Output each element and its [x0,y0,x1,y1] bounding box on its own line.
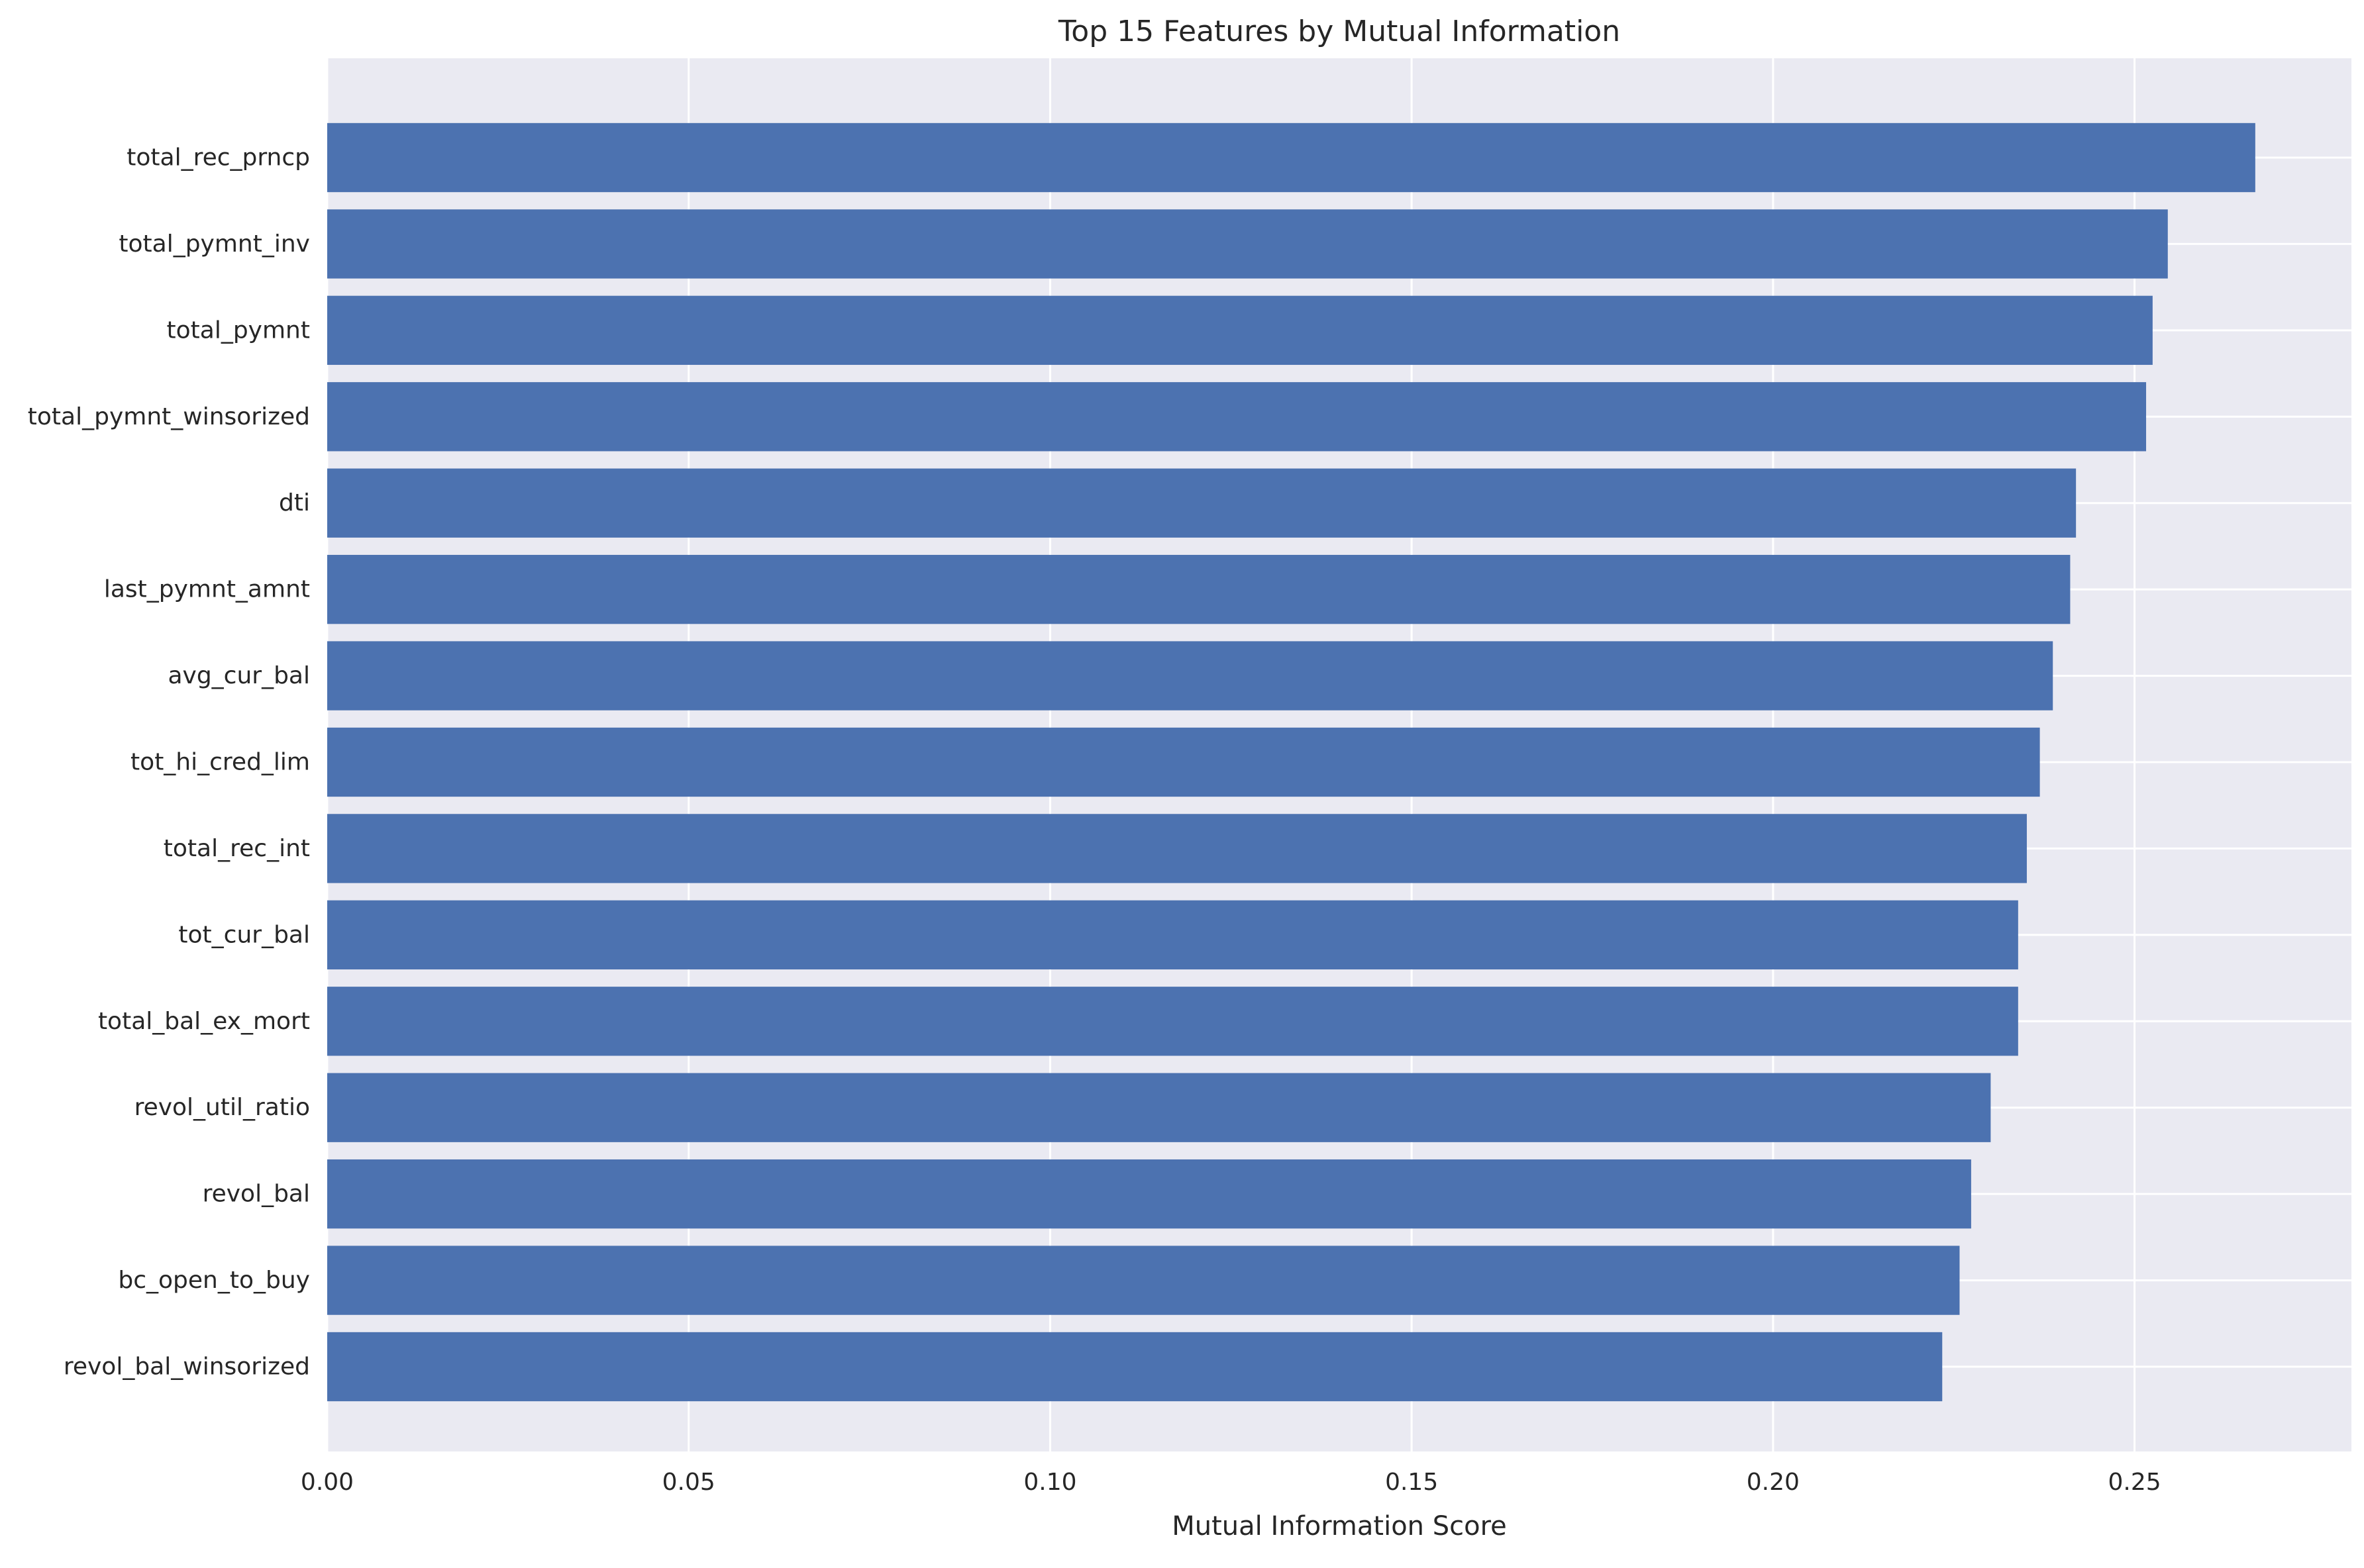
bar-total_pymnt_winsorized [327,382,2147,452]
bar-revol_bal [327,1159,1971,1229]
y-tick-label: revol_bal_winsorized [64,1353,310,1381]
y-tick-label: total_pymnt_inv [119,230,310,258]
y-tick-label: bc_open_to_buy [118,1267,310,1294]
x-tick-labels: 0.00 0.05 0.10 0.15 0.20 0.25 [301,1469,2161,1496]
y-tick-label: total_rec_prncp [127,144,310,172]
x-tick-label: 0.10 [1023,1469,1076,1496]
x-tick-label: 0.00 [301,1469,354,1496]
chart-title: Top 15 Features by Mutual Information [1058,15,1620,48]
bar-total_rec_int [327,814,2027,883]
y-tick-label: total_bal_ex_mort [98,1008,310,1035]
y-tick-label: revol_bal [203,1181,310,1208]
x-axis-label: Mutual Information Score [1172,1511,1507,1542]
bar-dti [327,468,2077,538]
y-tick-label: last_pymnt_amnt [104,576,310,603]
y-tick-label: tot_hi_cred_lim [130,749,310,776]
y-tick-label: avg_cur_bal [168,662,310,689]
x-tick-label: 0.15 [1385,1469,1438,1496]
x-tick-label: 0.05 [662,1469,715,1496]
bar-last_pymnt_amnt [327,554,2071,624]
bar-revol_bal_winsorized [327,1332,1943,1402]
bar-revol_util_ratio [327,1073,1991,1142]
x-tick-label: 0.20 [1747,1469,1800,1496]
bar-total_bal_ex_mort [327,987,2018,1056]
bar-tot_hi_cred_lim [327,727,2040,797]
y-tick-labels: total_rec_prncp total_pymnt_inv total_pymn… [28,144,310,1381]
x-tick-label: 0.25 [2108,1469,2161,1496]
bars [327,122,2255,1402]
y-tick-label: dti [279,489,310,516]
y-tick-label: total_pymnt_winsorized [28,403,310,430]
bar-total_pymnt_inv [327,209,2168,279]
bar-total_pymnt [327,295,2153,366]
y-tick-label: revol_util_ratio [134,1094,310,1121]
bar-bc_open_to_buy [327,1246,1960,1315]
y-tick-label: tot_cur_bal [178,921,310,948]
bar-tot_cur_bal [327,900,2018,970]
bar-total_rec_prncp [327,122,2255,193]
y-tick-label: total_rec_int [164,835,310,862]
bar-avg_cur_bal [327,641,2053,710]
y-tick-label: total_pymnt [167,317,310,344]
